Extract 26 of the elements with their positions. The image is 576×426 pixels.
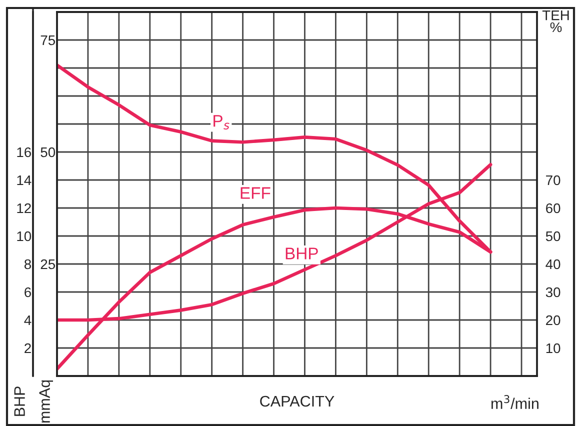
text: m$^{3}$/min xyxy=(491,395,538,409)
y-tick-label: 2 xyxy=(24,343,31,354)
y3-tick-label: 50 xyxy=(546,231,560,242)
y3-tick-label: 40 xyxy=(546,259,560,270)
y2-tick-label: 75 xyxy=(40,35,56,46)
y3-tick-label: 60 xyxy=(546,203,560,214)
y-tick-label: 10 xyxy=(17,231,32,242)
y3-tick-label: 70 xyxy=(546,175,560,186)
y3-tick-label: 30 xyxy=(546,287,560,298)
series-label: EFF xyxy=(240,187,270,199)
y2-tick-label: 25 xyxy=(40,259,56,270)
y2-axis-title: mmAq xyxy=(39,380,53,423)
y2-tick-label: 50 xyxy=(40,147,56,158)
y-tick-label: 8 xyxy=(24,259,32,270)
series-label: P$_{s}$ xyxy=(214,115,230,130)
y-axis-title: BHP xyxy=(14,386,25,416)
y-tick-label: 16 xyxy=(17,147,31,158)
y-tick-label: 12 xyxy=(17,203,31,214)
x-axis-title: CAPACITY xyxy=(260,396,334,407)
y-tick-label: 6 xyxy=(24,287,31,298)
y-tick-label: 14 xyxy=(17,175,32,186)
y3-tick-label: 20 xyxy=(546,315,560,326)
y3-axis-title: TEH % xyxy=(542,10,569,32)
y-tick-label: 4 xyxy=(24,315,32,326)
y3-tick-label: 10 xyxy=(546,343,560,354)
series-label: BHP xyxy=(286,248,318,260)
